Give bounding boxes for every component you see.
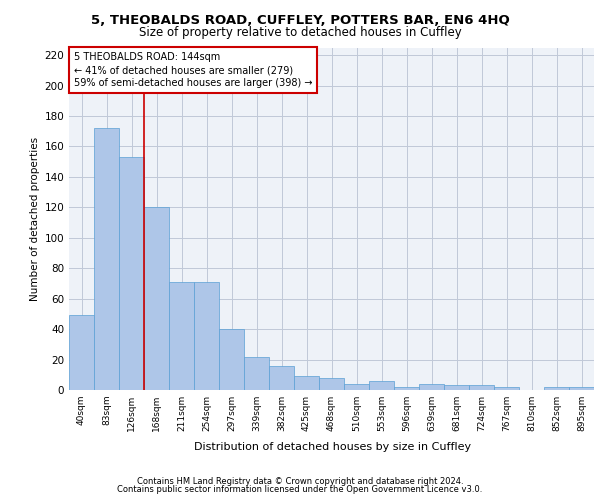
Bar	[94, 128, 119, 390]
Bar	[319, 378, 344, 390]
Text: 5 THEOBALDS ROAD: 144sqm
← 41% of detached houses are smaller (279)
59% of semi-: 5 THEOBALDS ROAD: 144sqm ← 41% of detach…	[74, 52, 313, 88]
Bar	[194, 282, 219, 390]
Bar	[394, 387, 419, 390]
Text: Contains HM Land Registry data © Crown copyright and database right 2024.: Contains HM Land Registry data © Crown c…	[137, 477, 463, 486]
Bar	[344, 384, 369, 390]
Bar	[544, 387, 569, 390]
Bar	[469, 386, 494, 390]
Bar	[294, 376, 319, 390]
Bar	[269, 366, 294, 390]
Bar	[444, 386, 469, 390]
Bar	[119, 157, 144, 390]
Text: Size of property relative to detached houses in Cuffley: Size of property relative to detached ho…	[139, 26, 461, 39]
Text: Distribution of detached houses by size in Cuffley: Distribution of detached houses by size …	[194, 442, 472, 452]
Bar	[369, 381, 394, 390]
Bar	[494, 387, 519, 390]
Bar	[169, 282, 194, 390]
Bar	[219, 329, 244, 390]
Text: 5, THEOBALDS ROAD, CUFFLEY, POTTERS BAR, EN6 4HQ: 5, THEOBALDS ROAD, CUFFLEY, POTTERS BAR,…	[91, 14, 509, 27]
Bar	[569, 387, 594, 390]
Bar	[419, 384, 444, 390]
Y-axis label: Number of detached properties: Number of detached properties	[30, 136, 40, 301]
Text: Contains public sector information licensed under the Open Government Licence v3: Contains public sector information licen…	[118, 485, 482, 494]
Bar	[69, 316, 94, 390]
Bar	[144, 208, 169, 390]
Bar	[244, 356, 269, 390]
